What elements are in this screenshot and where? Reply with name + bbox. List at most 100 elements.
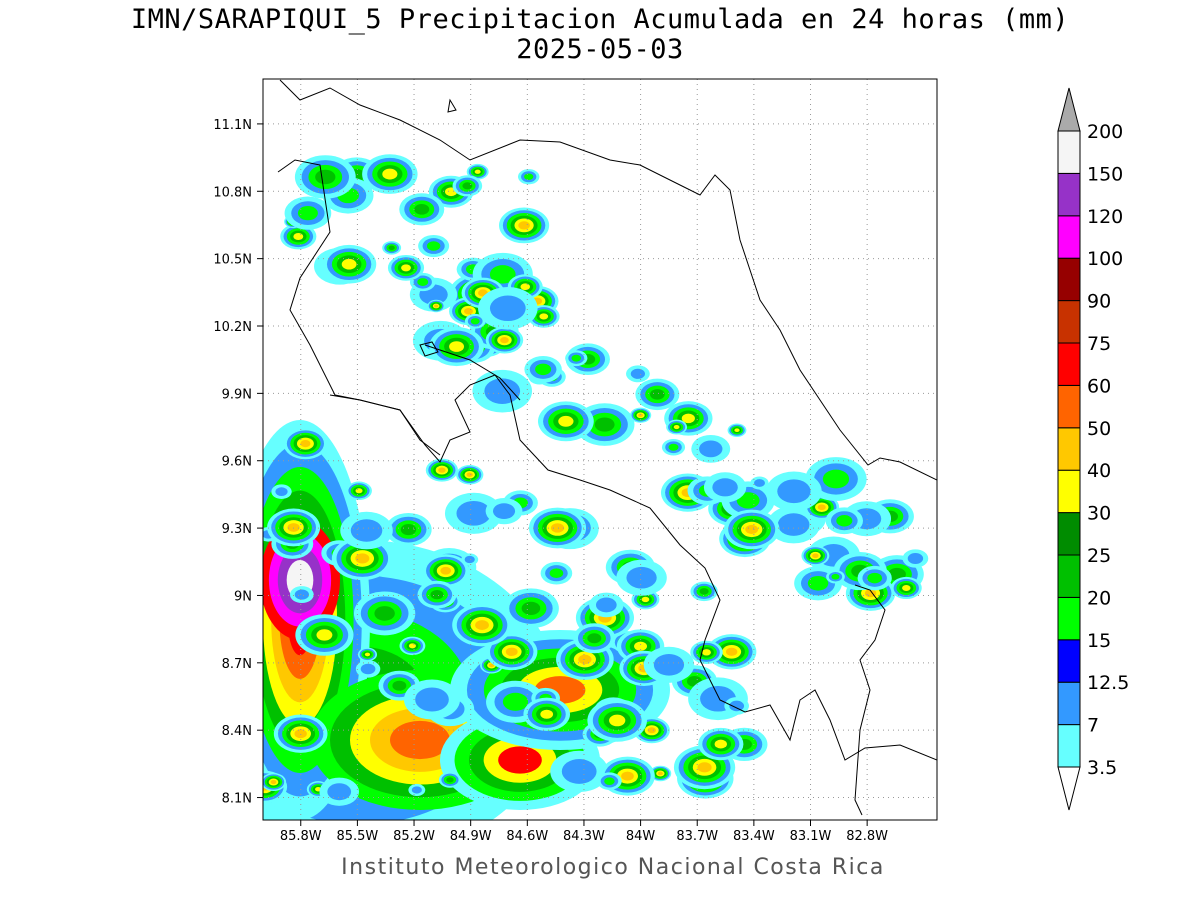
rain-cell xyxy=(355,553,370,564)
rain-cell xyxy=(699,440,723,458)
rain-cell xyxy=(275,487,288,497)
lon-tick-label: 83.1W xyxy=(790,829,832,844)
rain-cell xyxy=(360,663,376,675)
rain-cell xyxy=(382,168,398,180)
colorbar-swatch xyxy=(1057,172,1081,217)
lat-tick-label: 11.1N xyxy=(213,118,252,133)
colorbar-swatch xyxy=(1057,681,1081,726)
rain-cell xyxy=(604,777,615,785)
rain-cell xyxy=(474,169,481,174)
rain-cell xyxy=(621,771,634,781)
lat-tick-label: 9.9N xyxy=(222,387,252,402)
rain-cell xyxy=(641,596,650,603)
rain-cell xyxy=(653,653,685,676)
colorbar-label: 12.5 xyxy=(1087,672,1129,694)
colorbar-swatch xyxy=(1057,724,1081,768)
lat-tick-label: 8.7N xyxy=(222,657,252,672)
rain-cell xyxy=(535,363,552,376)
colorbar-label: 15 xyxy=(1087,630,1111,652)
rain-cell xyxy=(702,649,711,656)
colorbar-label: 100 xyxy=(1087,248,1123,270)
rain-cell xyxy=(364,652,371,657)
lat-tick-label: 10.5N xyxy=(213,253,252,268)
lat-tick-label: 9.6N xyxy=(222,455,252,470)
colorbar-swatch xyxy=(1057,427,1081,471)
rain-cell xyxy=(297,206,318,221)
rain-cell xyxy=(587,633,602,644)
rain-cell xyxy=(498,746,542,774)
rain-cell xyxy=(316,629,333,641)
rain-cell xyxy=(777,513,810,536)
rain-cell xyxy=(594,417,615,432)
colorbar-swatch xyxy=(1057,469,1081,514)
rain-cell xyxy=(464,308,473,315)
colorbar-swatch xyxy=(1057,215,1081,259)
map-frame xyxy=(262,78,938,821)
rain-cell xyxy=(502,692,529,711)
rain-cell xyxy=(807,575,829,591)
coastlines xyxy=(277,79,937,816)
rain-cell xyxy=(550,523,565,533)
rain-cell xyxy=(578,654,592,665)
rain-cell xyxy=(488,663,495,668)
rain-cell xyxy=(714,739,727,749)
lon-tick-label: 83.4W xyxy=(733,829,775,844)
rain-cell xyxy=(300,439,311,448)
rain-cell xyxy=(549,568,564,579)
map-title: IMN/SARAPIQUI_5 Precipitacion Acumulada … xyxy=(130,4,1070,35)
rain-cell xyxy=(539,313,549,320)
lat-tick-label: 9.3N xyxy=(222,522,252,537)
colorbar-label: 150 xyxy=(1087,163,1123,185)
rain-cell xyxy=(867,572,883,584)
rain-cell xyxy=(699,588,709,595)
rain-cell xyxy=(540,709,554,719)
rain-cell xyxy=(438,467,446,473)
colorbar-label: 30 xyxy=(1087,503,1111,525)
colorbar-label: 3.5 xyxy=(1087,757,1117,779)
lon-tick-label: 85.5W xyxy=(336,829,378,844)
rain-cell xyxy=(729,700,745,712)
colorbar-swatch xyxy=(1057,554,1081,598)
rain-cell xyxy=(388,245,395,251)
lon-tick-label: 84W xyxy=(626,829,656,844)
rain-cell xyxy=(456,500,491,526)
rain-cell xyxy=(475,620,489,631)
colorbar-swatch xyxy=(1057,596,1081,641)
colorbar-swatch xyxy=(1057,384,1081,429)
rain-cell xyxy=(571,354,582,362)
rain-cell xyxy=(520,283,531,291)
rain-cell xyxy=(464,555,475,564)
rain-cell xyxy=(902,584,911,591)
rain-cell xyxy=(836,515,853,527)
rain-cell xyxy=(626,566,657,589)
rain-cell xyxy=(434,304,439,308)
colorbar-below-triangle xyxy=(1057,766,1081,811)
rain-cell xyxy=(449,341,465,352)
colorbar-above-triangle xyxy=(1057,87,1081,132)
rain-cell xyxy=(417,278,429,286)
rain-cell xyxy=(712,478,738,497)
rain-cell xyxy=(500,337,509,344)
rain-cell xyxy=(430,590,444,600)
lon-tick-label: 84.9W xyxy=(450,829,492,844)
lon-tick-label: 82.8W xyxy=(846,829,888,844)
colorbar-label: 50 xyxy=(1087,418,1111,440)
lat-tick-label: 8.4N xyxy=(222,724,252,739)
rain-cell xyxy=(341,258,357,270)
grid-lines xyxy=(263,79,937,820)
rain-cell xyxy=(446,777,454,783)
pacific-coast xyxy=(277,159,937,761)
rain-cell xyxy=(812,553,819,559)
rain-cell xyxy=(400,524,417,536)
lon-tick-label: 85.8W xyxy=(280,829,322,844)
rain-cell xyxy=(697,762,712,773)
rain-cell xyxy=(634,641,648,651)
rain-cell xyxy=(754,479,765,487)
rain-cell xyxy=(408,643,416,649)
rain-cell xyxy=(427,241,441,251)
lat-tick-label: 8.1N xyxy=(222,792,252,807)
rain-cell xyxy=(440,566,452,575)
credit-text: Instituto Meteorologico Nacional Costa R… xyxy=(341,855,885,880)
rain-cell xyxy=(725,647,738,656)
